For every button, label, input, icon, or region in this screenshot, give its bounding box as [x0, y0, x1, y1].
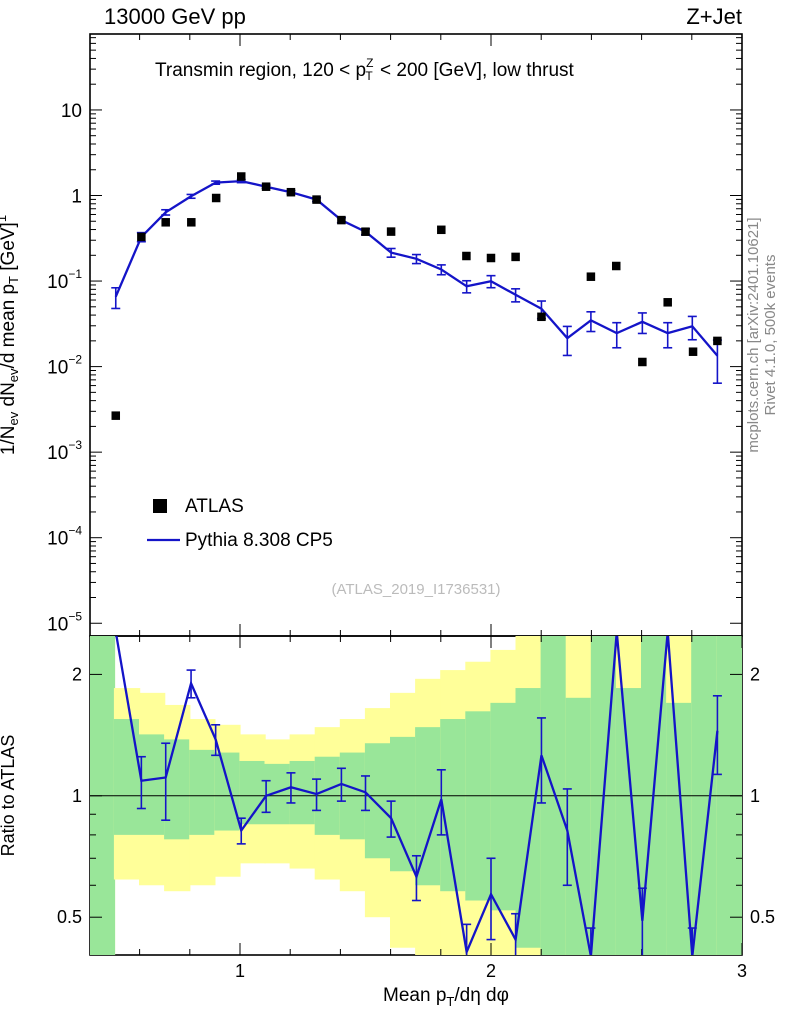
svg-text:3: 3 [737, 961, 747, 981]
svg-text:0.5: 0.5 [750, 907, 775, 927]
svg-text:mcplots.cern.ch [arXiv:2401.10: mcplots.cern.ch [arXiv:2401.10621] [745, 217, 762, 452]
svg-text:ATLAS: ATLAS [185, 496, 244, 517]
svg-text:Mean pT/dη dφ: Mean pT/dη dφ [383, 985, 509, 1009]
svg-text:0.5: 0.5 [57, 907, 82, 927]
svg-text:(ATLAS_2019_I1736531): (ATLAS_2019_I1736531) [331, 581, 500, 598]
svg-text:Transmin region, 120 < pZT < 2: Transmin region, 120 < pZ T < 200 [GeV], … [155, 56, 575, 83]
svg-text:10: 10 [61, 101, 82, 122]
svg-text:Rivet 4.1.0, 500k events: Rivet 4.1.0, 500k events [762, 255, 779, 416]
svg-text:1: 1 [235, 961, 245, 981]
svg-text:Z+Jet: Z+Jet [686, 4, 742, 29]
svg-text:1: 1 [71, 187, 82, 208]
svg-text:2: 2 [486, 961, 496, 981]
svg-text:13000 GeV pp: 13000 GeV pp [104, 4, 246, 29]
svg-text:2: 2 [750, 664, 760, 684]
svg-text:Pythia 8.308 CP5: Pythia 8.308 CP5 [185, 530, 333, 551]
svg-text:1: 1 [72, 786, 82, 806]
svg-text:1: 1 [750, 786, 760, 806]
svg-text:2: 2 [72, 664, 82, 684]
svg-text:Ratio to ATLAS: Ratio to ATLAS [0, 735, 18, 857]
